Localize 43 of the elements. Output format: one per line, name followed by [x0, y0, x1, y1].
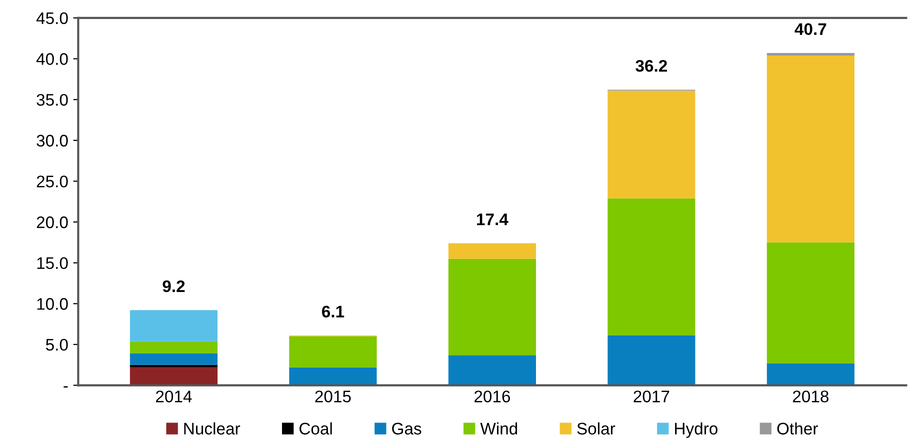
bar	[130, 310, 218, 342]
bar	[448, 355, 536, 386]
bar	[766, 242, 854, 364]
y-tick-label: 15.0	[37, 257, 68, 270]
bar	[608, 90, 696, 198]
legend-label: Nuclear	[184, 422, 240, 435]
bar	[130, 364, 218, 368]
legend-label: Other	[777, 422, 818, 435]
bar	[289, 336, 377, 368]
y-tick-label: 35.0	[36, 94, 68, 106]
bar	[608, 198, 696, 336]
legend-label: Coal	[300, 422, 332, 435]
y-tick-label: 10.0	[37, 298, 68, 310]
y-tick-label: 45.0	[36, 12, 68, 24]
x-tick-label: 2015	[315, 390, 351, 402]
bar	[130, 353, 218, 365]
legend-label: Gas	[392, 422, 422, 435]
y-tick-label: 20.0	[36, 216, 68, 228]
x-tick-label: 2016	[474, 390, 510, 402]
y-tick-label: 5.0	[46, 338, 68, 351]
bar	[766, 363, 854, 386]
total-label: 17.4	[477, 214, 508, 226]
x-tick-label: 2014	[156, 390, 192, 402]
total-label: 9.2	[162, 280, 185, 292]
y-tick-label: 40.0	[36, 53, 68, 65]
bar	[608, 335, 696, 386]
y-tick-label: -	[64, 386, 68, 388]
total-label: 36.2	[636, 60, 667, 72]
bar	[130, 367, 218, 386]
legend-label: Hydro	[675, 422, 718, 438]
total-label: 6.1	[322, 306, 344, 318]
bar	[766, 55, 854, 242]
bar	[289, 367, 377, 386]
legend-label: Wind	[480, 422, 518, 435]
bar	[448, 258, 536, 356]
legend-label: Solar	[577, 422, 616, 435]
y-tick-label: 30.0	[36, 134, 68, 147]
y-tick-label: 25.0	[36, 176, 68, 188]
bar	[448, 243, 536, 259]
bar	[130, 341, 218, 354]
x-tick-label: 2017	[634, 390, 670, 402]
total-label: 40.7	[794, 23, 826, 36]
x-tick-label: 2018	[792, 390, 828, 402]
